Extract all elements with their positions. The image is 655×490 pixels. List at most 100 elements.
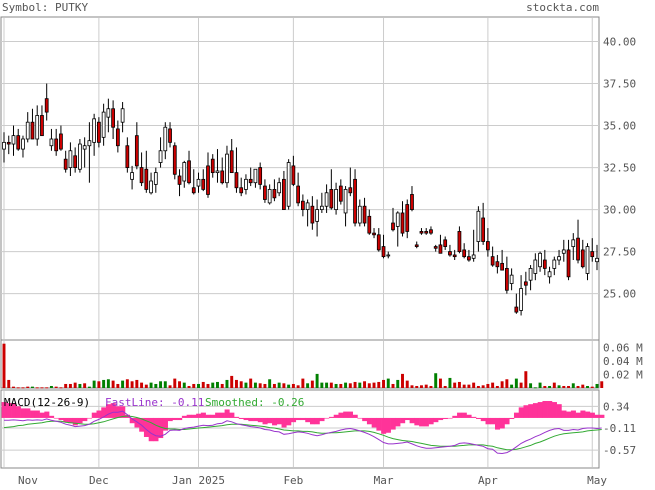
volume-bar	[121, 380, 125, 388]
candle-body	[462, 249, 467, 258]
candle-body	[144, 168, 149, 190]
volume-bar	[287, 384, 291, 388]
candle-body	[580, 249, 585, 268]
macd-histogram-bar	[324, 417, 330, 419]
candle-body	[282, 178, 286, 210]
candle	[391, 207, 395, 232]
macd-histogram-bar	[82, 417, 88, 422]
candle	[424, 228, 429, 235]
macd-histogram-bar	[485, 417, 491, 425]
macd-histogram-bar	[414, 417, 420, 426]
volume-bar	[182, 382, 186, 388]
candle-body	[97, 121, 101, 143]
candle	[101, 103, 106, 146]
macd-histogram-bar	[409, 417, 415, 424]
candle	[149, 172, 153, 195]
volume-bar	[358, 382, 362, 388]
macd-histogram-bar	[575, 412, 581, 418]
candle	[590, 238, 595, 262]
volume-bar	[106, 379, 110, 388]
volume-bar	[557, 385, 561, 388]
candle	[291, 155, 296, 187]
candle	[286, 159, 291, 210]
volume-tick-label: 0.02 M	[603, 369, 643, 382]
macd-histogram-bar	[513, 412, 520, 418]
volume-bar	[258, 383, 262, 388]
volume-bar	[401, 373, 404, 388]
candle-body	[182, 162, 187, 182]
month-tick-label: Feb	[283, 474, 303, 486]
candle-body	[244, 178, 248, 190]
macd-histogram-bar	[229, 412, 235, 418]
macd-histogram-bar	[490, 417, 496, 425]
candle	[452, 249, 457, 261]
volume-bar	[111, 380, 115, 388]
candle	[334, 182, 338, 215]
macd-histogram-bar	[452, 415, 458, 418]
macd-histogram-bar	[428, 417, 434, 425]
price-tick-label: 40.00	[603, 36, 636, 49]
candle	[538, 251, 542, 272]
candle-body	[590, 251, 595, 258]
candle	[362, 197, 367, 227]
candle-body	[467, 256, 471, 261]
macd-histogram-bar	[101, 407, 107, 418]
macd-histogram-bar	[466, 414, 472, 418]
candle	[97, 117, 101, 148]
candle	[495, 254, 500, 274]
volume-bar	[54, 386, 58, 388]
macd-title: MACD(12-26-9)	[4, 396, 90, 409]
macd-histogram-bar	[72, 417, 78, 426]
macd-histogram-bar	[442, 417, 448, 419]
volume-bar	[320, 382, 324, 388]
candle-body	[168, 128, 172, 143]
macd-histogram-bar	[49, 415, 55, 418]
volume-bar	[600, 381, 604, 388]
macd-histogram-bar	[423, 417, 429, 427]
candle	[542, 249, 547, 276]
macd-histogram-bar	[44, 411, 50, 418]
candle	[357, 199, 362, 227]
volume-bar	[144, 384, 148, 388]
macd-histogram-bar	[11, 403, 17, 418]
candle	[296, 172, 300, 207]
volume-bar	[92, 380, 96, 388]
macd-histogram-bar	[599, 414, 605, 418]
candle-body	[187, 160, 191, 184]
macd-histogram-bar	[63, 417, 69, 423]
volume-bar	[30, 386, 34, 388]
volume-bar	[197, 383, 200, 388]
volume-bar	[586, 385, 589, 388]
candle	[576, 219, 580, 264]
volume-bar	[514, 378, 518, 388]
volume-bar	[391, 383, 395, 388]
macd-histogram-bar	[295, 417, 301, 421]
macd-fast-label: FastLine: -0.11	[105, 396, 204, 409]
candle-body	[334, 189, 338, 210]
volume-bar	[344, 382, 348, 388]
candle	[504, 256, 509, 294]
candle	[63, 150, 68, 173]
macd-histogram-bar	[457, 412, 463, 418]
candle-body	[73, 155, 78, 168]
candle	[301, 194, 305, 217]
candle	[490, 246, 495, 267]
candle-body	[49, 138, 54, 147]
candle	[125, 137, 130, 173]
candle-body	[381, 246, 386, 258]
candle-body	[87, 140, 92, 147]
candle	[244, 174, 248, 195]
volume-tick-label: 0.06 M	[603, 342, 643, 355]
macd-histogram-bar	[400, 417, 406, 424]
volume-bar	[253, 382, 257, 388]
macd-histogram-bar	[471, 416, 477, 418]
candle	[367, 209, 372, 235]
candle	[92, 113, 97, 156]
candle-body	[547, 271, 552, 278]
candle-body	[367, 215, 372, 234]
candle	[533, 253, 538, 281]
volume-tick-label: 0.04 M	[603, 355, 643, 368]
volume-bar	[595, 383, 599, 388]
volume-bar	[339, 383, 343, 388]
